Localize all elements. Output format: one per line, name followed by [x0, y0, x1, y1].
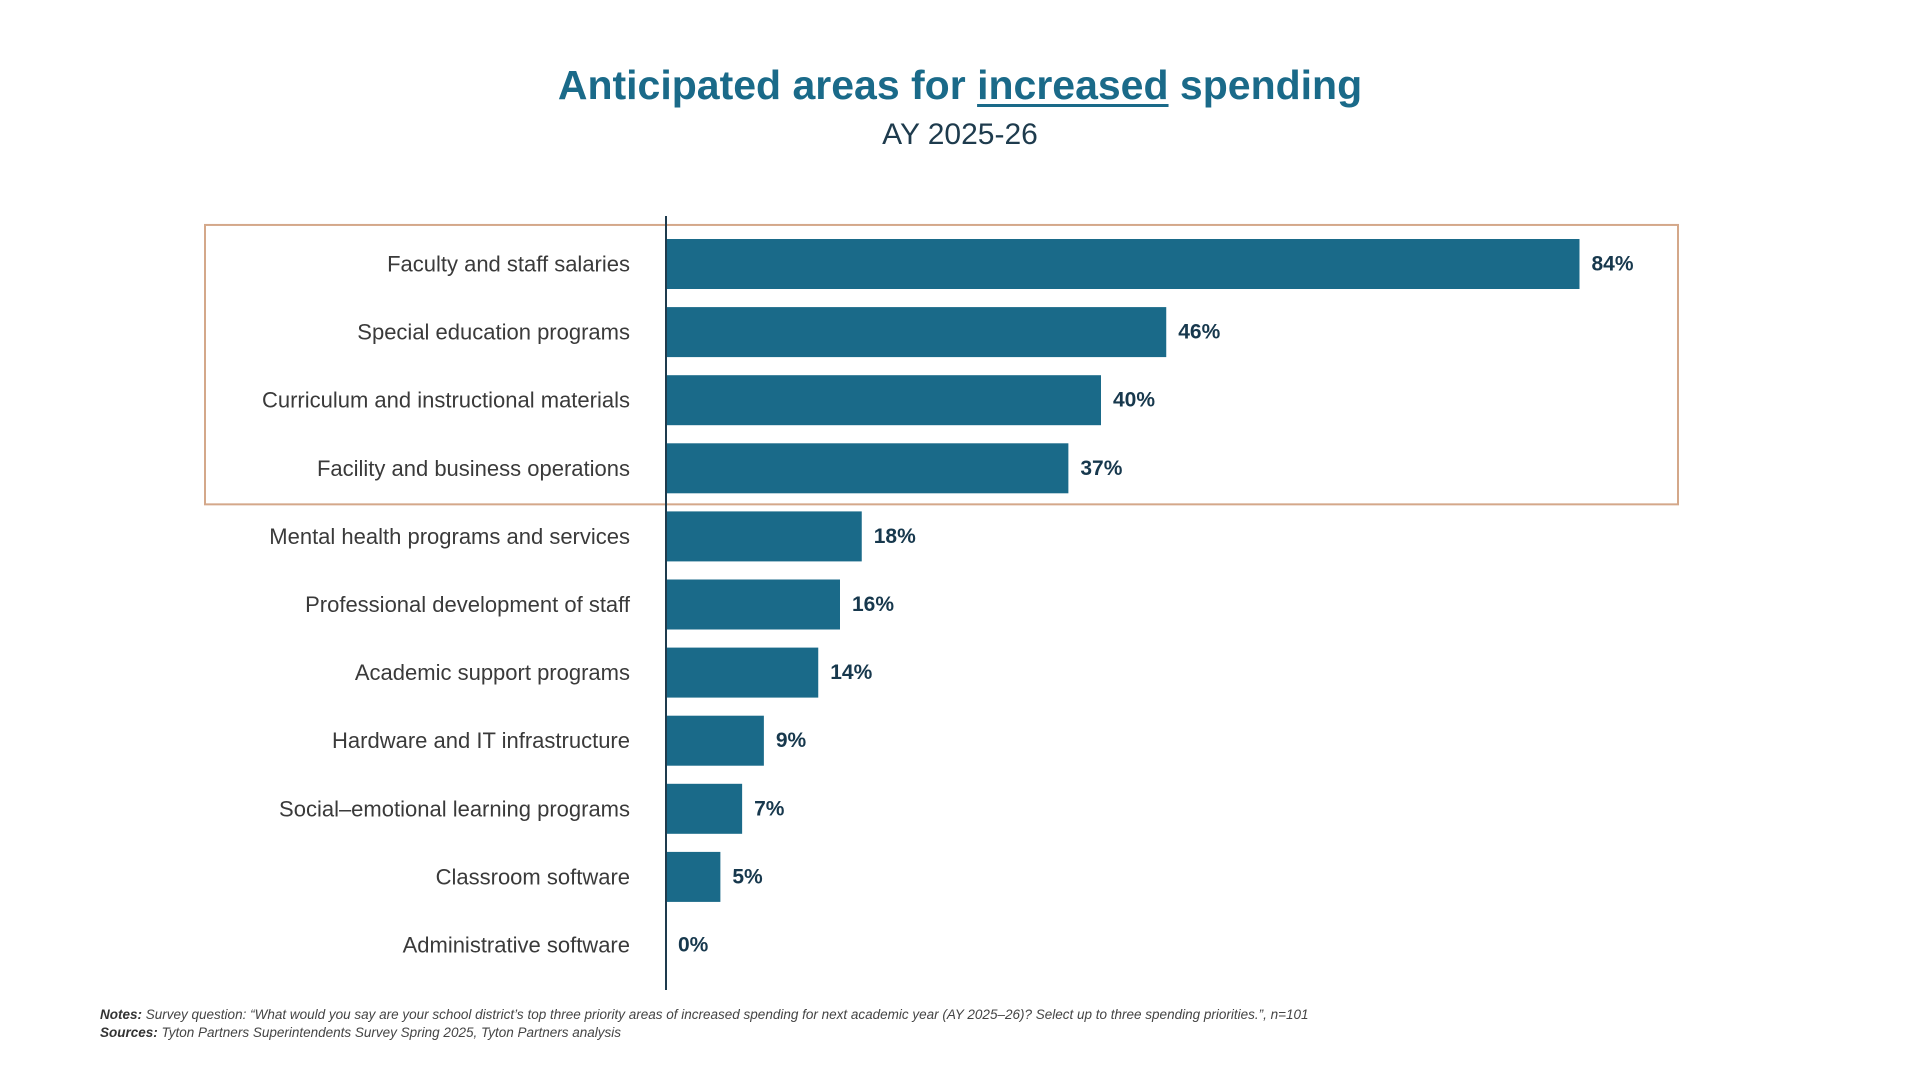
bar	[666, 239, 1580, 289]
bar	[666, 783, 743, 834]
bar	[666, 511, 862, 562]
category-label: Special education programs	[357, 320, 630, 345]
category-label: Curriculum and instructional materials	[262, 388, 630, 413]
bar	[666, 647, 819, 698]
category-label: Mental health programs and services	[269, 524, 630, 549]
chart-title: Anticipated areas for increased spending	[0, 62, 1920, 109]
value-label: 18%	[874, 525, 916, 548]
category-label: Classroom software	[436, 864, 630, 889]
sources-text: Tyton Partners Superintendents Survey Sp…	[157, 1025, 622, 1040]
value-label: 5%	[732, 865, 763, 888]
value-label: 37%	[1080, 457, 1122, 480]
category-label: Social–emotional learning programs	[279, 796, 630, 821]
notes-text: Survey question: “What would you say are…	[142, 1007, 1309, 1022]
category-label: Academic support programs	[355, 660, 630, 685]
category-label: Facility and business operations	[317, 456, 630, 481]
bar	[666, 375, 1101, 426]
title-emphasis: increased	[977, 62, 1169, 108]
value-label: 46%	[1178, 321, 1220, 344]
bar	[666, 443, 1069, 494]
value-label: 7%	[754, 797, 785, 820]
category-label: Professional development of staff	[305, 592, 631, 617]
bar	[666, 579, 840, 630]
value-label: 84%	[1592, 253, 1634, 276]
title-part-1: Anticipated areas for	[557, 62, 978, 108]
notes-line: Notes: Survey question: “What would you …	[100, 1006, 1309, 1024]
bar	[666, 715, 764, 766]
value-label: 14%	[830, 661, 872, 684]
value-label: 0%	[678, 934, 709, 957]
chart-subtitle: AY 2025-26	[882, 118, 1038, 151]
title-part-2: spending	[1168, 62, 1363, 108]
sources-label: Sources:	[100, 1025, 158, 1040]
highlight-box	[204, 223, 1679, 506]
value-label: 16%	[852, 593, 894, 616]
category-label: Hardware and IT infrastructure	[332, 728, 630, 753]
value-label: 40%	[1113, 389, 1155, 412]
bar	[666, 307, 1167, 358]
footnotes: Notes: Survey question: “What would you …	[100, 1006, 1309, 1042]
category-label: Administrative software	[403, 933, 630, 958]
sources-line: Sources: Tyton Partners Superintendents …	[100, 1024, 1309, 1042]
value-label: 9%	[776, 729, 807, 752]
category-label: Faculty and staff salaries	[387, 252, 630, 277]
notes-label: Notes:	[100, 1007, 143, 1022]
bar	[666, 851, 721, 902]
